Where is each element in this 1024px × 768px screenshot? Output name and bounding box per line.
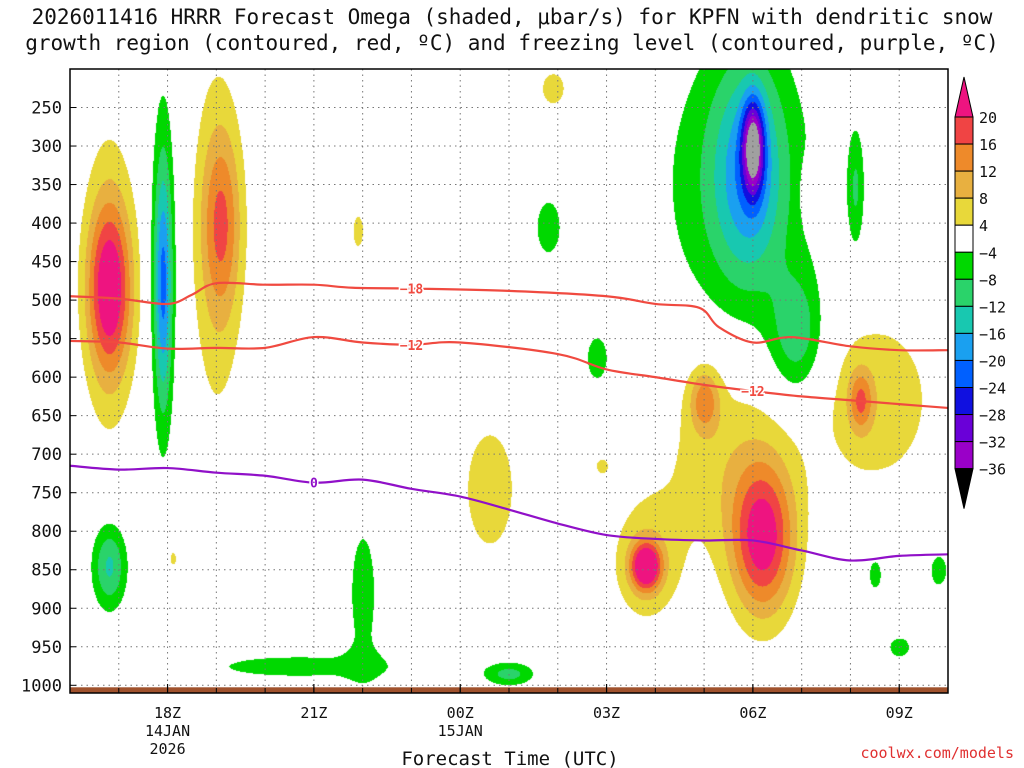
freezing-level-line [69,464,949,562]
y-tick-label: 400 [31,214,62,234]
colorbar-label: 8 [979,190,988,208]
y-tick-label: 650 [31,407,62,427]
x-tick-year: 2026 [149,740,185,758]
x-tick-label: 00Z [447,704,474,722]
y-tick-label: 300 [31,137,62,157]
colorbar-bottom-arrow [954,468,974,509]
colorbar-label: −24 [979,380,1006,398]
colorbar-segment [954,116,974,145]
colorbar-label: −8 [979,271,997,289]
y-tick-label: 450 [31,253,62,273]
x-tick-date: 15JAN [438,722,483,740]
colorbar-segment [954,359,974,389]
chart-title-line2: growth region (contoured, red, ºC) and f… [25,31,999,55]
colorbar-segment [954,414,974,443]
colorbar-label: −32 [979,434,1006,452]
colorbar-segment [954,251,974,280]
colorbar-segment [954,387,974,416]
x-axis-label: Forecast Time (UTC) [401,748,618,768]
axes: 250 300 350 400 450 500 550 600 650 700 750 800 850 9… [21,68,949,758]
x-tick-date: 14JAN [145,722,190,740]
colorbar-label: 16 [979,136,997,154]
credit-text: coolwx.com/models [860,744,1014,762]
freezing-level-label: 0 [310,477,318,492]
colorbar: 20 16 12 8 4 −4 −8 −12 −16 −20 −24 −28 −32 −36 [954,76,1006,509]
isotherm-minus18-line [69,281,949,352]
chart-title-line1: 2026011416 HRRR Forecast Omega (shaded, … [31,5,993,29]
colorbar-label: −16 [979,325,1006,343]
colorbar-segment [954,170,974,199]
colorbar-segment [954,441,974,470]
contours: −18 −12 0 −12 [69,281,949,562]
colorbar-segment [954,305,974,334]
grid [70,69,948,693]
x-tick-label: 21Z [300,704,327,722]
omega-shading [70,69,948,693]
colorbar-segment [954,224,974,253]
colorbar-label: 12 [979,163,997,181]
y-tick-label: 750 [31,484,62,504]
y-tick-label: 800 [31,522,62,542]
colorbar-segment [954,332,974,361]
x-tick-label: 03Z [593,704,620,722]
isotherm-minus12-line [69,335,949,410]
isotherm-minus18-label: −18 [400,283,424,298]
y-tick-label: 900 [31,599,62,619]
x-tick-label: 06Z [739,704,766,722]
y-tick-label: 950 [31,638,62,658]
colorbar-label: −20 [979,352,1006,370]
colorbar-label: 4 [979,217,988,235]
omega-field [70,69,948,693]
isotherm-minus12-label: −12 [400,339,423,354]
colorbar-label: −28 [979,407,1006,425]
colorbar-top-arrow [954,76,974,118]
y-tick-label: 700 [31,445,62,465]
y-tick-label: 250 [31,99,62,119]
colorbar-label: 20 [979,109,997,127]
y-tick-label: 600 [31,368,62,388]
y-tick-label: 550 [31,330,62,350]
colorbar-label: −36 [979,461,1006,479]
colorbar-segment [954,278,974,307]
y-tick-label: 500 [31,291,62,311]
colorbar-label: −4 [979,244,997,262]
colorbar-label: −12 [979,298,1006,316]
y-tick-label: 850 [31,561,62,581]
x-tick-label: 18Z [154,704,181,722]
isotherm-minus12-label: −12 [741,385,764,400]
y-tick-label: 350 [31,176,62,196]
x-tick-label: 09Z [886,704,913,722]
colorbar-segment [954,143,974,172]
y-tick-label: 1000 [21,676,62,696]
colorbar-segment [954,197,974,226]
